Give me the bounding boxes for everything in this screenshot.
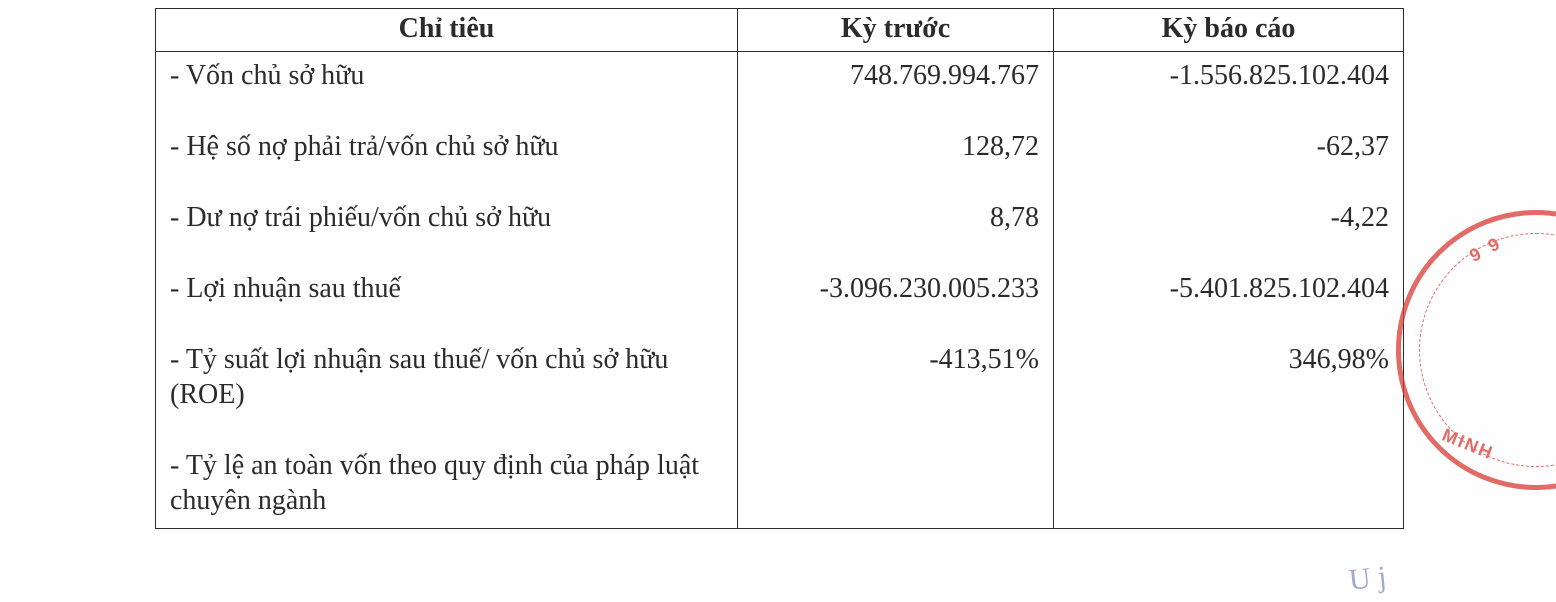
table-body-row: - Vốn chủ sở hữu - Hệ số nợ phải trả/vốn…	[156, 52, 1404, 529]
curr-value: -4,22	[1068, 198, 1389, 269]
col-header-previous-period: Kỳ trước	[738, 9, 1054, 52]
curr-value: 346,98%	[1068, 340, 1389, 411]
prev-value	[752, 411, 1039, 415]
indicator-label: - Lợi nhuận sau thuế	[170, 269, 723, 340]
prev-value: 128,72	[752, 127, 1039, 198]
document-page: Chỉ tiêu Kỳ trước Kỳ báo cáo - Vốn chủ s…	[0, 0, 1556, 602]
indicator-label: - Vốn chủ sở hữu	[170, 56, 723, 127]
col-header-report-period: Kỳ báo cáo	[1054, 9, 1404, 52]
prev-value: 748.769.994.767	[752, 56, 1039, 127]
table-header-row: Chỉ tiêu Kỳ trước Kỳ báo cáo	[156, 9, 1404, 52]
financial-indicators-table: Chỉ tiêu Kỳ trước Kỳ báo cáo - Vốn chủ s…	[155, 8, 1404, 529]
previous-period-cell: 748.769.994.767 128,72 8,78 -3.096.230.0…	[738, 52, 1054, 529]
stamp-inner-ring	[1419, 233, 1556, 467]
indicator-label: - Tỷ lệ an toàn vốn theo quy định của ph…	[170, 446, 723, 522]
curr-value	[1068, 411, 1389, 415]
handwritten-mark: U j	[1347, 560, 1388, 598]
curr-value: -1.556.825.102.404	[1068, 56, 1389, 127]
report-period-cell: -1.556.825.102.404 -62,37 -4,22 -5.401.8…	[1054, 52, 1404, 529]
indicator-labels-cell: - Vốn chủ sở hữu - Hệ số nợ phải trả/vốn…	[156, 52, 738, 529]
indicator-label: - Tỷ suất lợi nhuận sau thuế/ vốn chủ sở…	[170, 340, 723, 446]
prev-value: -3.096.230.005.233	[752, 269, 1039, 340]
company-stamp: 9 9 C.T.C.P MINH ★	[1396, 210, 1556, 490]
curr-value: -5.401.825.102.404	[1068, 269, 1389, 340]
col-header-indicator: Chỉ tiêu	[156, 9, 738, 52]
indicator-label: - Dư nợ trái phiếu/vốn chủ sở hữu	[170, 198, 723, 269]
indicator-label: - Hệ số nợ phải trả/vốn chủ sở hữu	[170, 127, 723, 198]
prev-value: 8,78	[752, 198, 1039, 269]
prev-value: -413,51%	[752, 340, 1039, 411]
curr-value: -62,37	[1068, 127, 1389, 198]
